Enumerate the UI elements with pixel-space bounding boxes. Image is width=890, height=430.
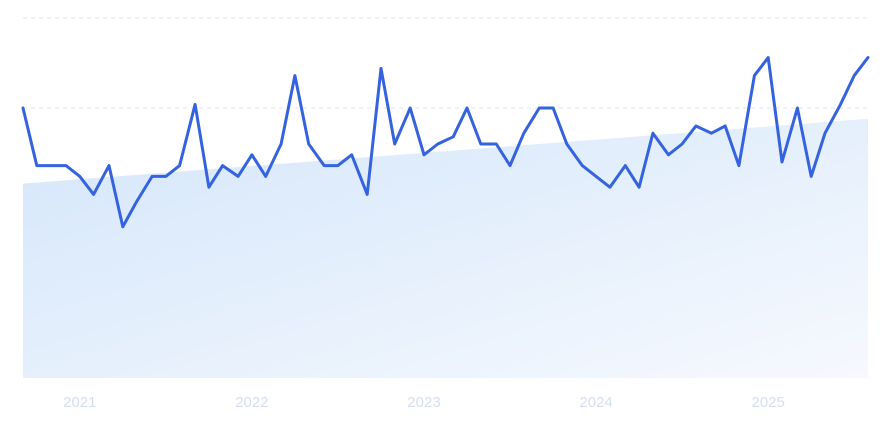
data-point-55 (809, 174, 813, 178)
data-point-16 (250, 153, 254, 157)
x-tick-label-2023: 2023 (407, 394, 440, 411)
data-point-5 (92, 192, 96, 196)
data-point-0 (21, 106, 25, 110)
data-point-2 (49, 164, 53, 168)
data-point-32 (479, 142, 483, 146)
data-point-15 (236, 174, 240, 178)
data-point-27 (408, 106, 412, 110)
data-point-37 (551, 106, 555, 110)
data-point-24 (365, 192, 369, 196)
data-point-6 (107, 164, 111, 168)
data-point-48 (709, 131, 713, 135)
data-point-18 (279, 142, 283, 146)
data-point-52 (766, 56, 770, 60)
data-point-34 (508, 164, 512, 168)
data-point-8 (135, 200, 139, 204)
data-point-46 (680, 142, 684, 146)
data-point-11 (178, 164, 182, 168)
data-point-33 (494, 142, 498, 146)
data-point-51 (752, 74, 756, 78)
data-point-28 (422, 153, 426, 157)
data-point-41 (608, 185, 612, 189)
series-line (21, 56, 870, 229)
data-point-20 (307, 142, 311, 146)
data-point-12 (193, 102, 197, 106)
data-point-29 (436, 142, 440, 146)
data-point-53 (780, 160, 784, 164)
data-point-50 (737, 164, 741, 168)
data-point-23 (350, 153, 354, 157)
x-axis-ticks: 2021 2022 2023 2024 2025 (63, 394, 785, 411)
data-point-7 (121, 225, 125, 229)
data-point-36 (537, 106, 541, 110)
data-point-3 (64, 164, 68, 168)
data-point-35 (522, 131, 526, 135)
data-point-38 (565, 142, 569, 146)
trend-area (23, 118, 868, 379)
data-point-17 (264, 174, 268, 178)
data-point-31 (465, 106, 469, 110)
data-point-1 (35, 164, 39, 168)
data-point-30 (451, 135, 455, 139)
x-tick-label-2025: 2025 (751, 394, 784, 411)
x-tick-label-2021: 2021 (63, 394, 96, 411)
data-point-42 (623, 164, 627, 168)
x-tick-label-2024: 2024 (579, 394, 612, 411)
data-point-4 (78, 174, 82, 178)
data-point-58 (852, 74, 856, 78)
data-point-39 (580, 164, 584, 168)
data-point-47 (694, 124, 698, 128)
data-point-10 (164, 174, 168, 178)
data-point-44 (651, 131, 655, 135)
data-point-19 (293, 74, 297, 78)
data-point-13 (207, 185, 211, 189)
data-point-14 (221, 164, 225, 168)
data-point-22 (336, 164, 340, 168)
data-point-54 (795, 106, 799, 110)
data-point-21 (322, 164, 326, 168)
x-tick-label-2022: 2022 (235, 394, 268, 411)
data-point-26 (393, 142, 397, 146)
data-point-43 (637, 185, 641, 189)
data-point-25 (379, 66, 383, 70)
data-point-45 (666, 153, 670, 157)
data-point-49 (723, 124, 727, 128)
data-point-40 (594, 174, 598, 178)
data-point-9 (150, 174, 154, 178)
data-point-59 (866, 56, 870, 60)
data-point-56 (823, 131, 827, 135)
data-point-57 (838, 102, 842, 106)
